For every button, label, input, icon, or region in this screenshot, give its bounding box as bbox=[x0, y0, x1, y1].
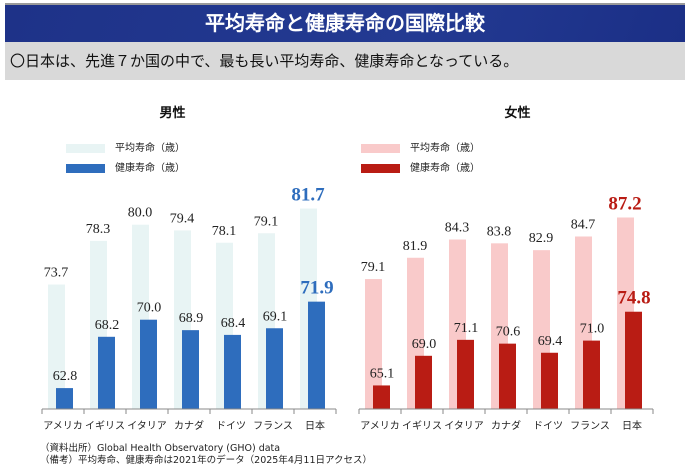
page-title: 平均寿命と健康寿命の国際比較 bbox=[5, 5, 685, 42]
bar-healthy bbox=[373, 385, 390, 409]
label-healthy: 69.0 bbox=[412, 337, 437, 352]
category-label: イタリア bbox=[127, 420, 167, 432]
label-healthy: 65.1 bbox=[370, 366, 395, 381]
legend-label-avg: 平均寿命（歳） bbox=[410, 143, 480, 154]
category-label: カナダ bbox=[491, 419, 521, 432]
label-avg: 80.0 bbox=[128, 206, 153, 221]
label-avg: 81.9 bbox=[403, 239, 428, 254]
bar-healthy bbox=[457, 339, 474, 409]
legend-swatch-avg bbox=[66, 144, 105, 153]
male-chart-title: 男性 bbox=[159, 106, 186, 121]
label-healthy: 69.4 bbox=[538, 334, 563, 349]
bar-healthy bbox=[499, 343, 516, 409]
bar-healthy bbox=[415, 355, 432, 409]
label-healthy: 70.0 bbox=[137, 301, 162, 316]
source-text: （資料出所）Global Health Observatory (GHO) da… bbox=[40, 443, 281, 454]
category-label: イギリス bbox=[85, 420, 125, 432]
top-border bbox=[5, 3, 685, 6]
label-healthy: 68.2 bbox=[95, 318, 120, 333]
male-bar-chart: 73.7 62.8 アメリカ 78.3 68.2 イギリス 80.0 70.0 イタリア 79.4… bbox=[41, 185, 337, 432]
label-healthy: 71.0 bbox=[580, 322, 605, 337]
label-healthy: 69.1 bbox=[263, 309, 288, 324]
category-label: アメリカ bbox=[360, 420, 400, 432]
label-avg: 87.2 bbox=[608, 193, 641, 214]
category-label: アメリカ bbox=[43, 420, 83, 432]
label-avg: 79.4 bbox=[170, 211, 195, 226]
bar-healthy bbox=[583, 340, 600, 409]
bar-healthy bbox=[266, 328, 283, 409]
label-healthy: 62.8 bbox=[53, 369, 78, 384]
bar-healthy bbox=[224, 334, 241, 409]
label-avg: 79.1 bbox=[254, 214, 279, 229]
label-healthy: 74.8 bbox=[617, 288, 650, 309]
bar-healthy bbox=[98, 336, 115, 409]
label-healthy: 68.4 bbox=[221, 316, 246, 331]
label-avg: 83.8 bbox=[487, 224, 512, 239]
female-bar-chart: 79.1 65.1 アメリカ 81.9 69.0 イギリス 84.3 71.1 イタリア 83.8… bbox=[358, 193, 654, 432]
label-avg: 73.7 bbox=[44, 266, 69, 281]
bar-avg bbox=[48, 284, 65, 409]
category-label: ドイツ bbox=[216, 421, 246, 432]
bar-healthy bbox=[182, 330, 199, 409]
category-label: 日本 bbox=[622, 419, 642, 432]
source-note: （資料出所）Global Health Observatory (GHO) da… bbox=[40, 443, 372, 467]
bar-healthy bbox=[541, 352, 558, 409]
category-label: カナダ bbox=[174, 419, 204, 432]
male-chart-panel: 男性 平均寿命（歳） 健康寿命（歳） 73.7 62.8 アメリカ 78.3 68.2 イ… bbox=[0, 90, 345, 435]
bar-healthy bbox=[56, 388, 73, 409]
summary-text: 〇日本は、先進７か国の中で、最も長い平均寿命、健康寿命となっている。 bbox=[5, 42, 685, 80]
label-avg: 84.3 bbox=[445, 221, 470, 236]
label-avg: 78.3 bbox=[86, 222, 111, 237]
label-avg: 84.7 bbox=[571, 217, 596, 232]
bar-healthy bbox=[308, 301, 325, 409]
legend-label-healthy: 健康寿命（歳） bbox=[410, 163, 480, 174]
label-healthy: 71.1 bbox=[454, 321, 479, 336]
bar-healthy bbox=[140, 319, 157, 409]
bar-healthy bbox=[625, 311, 642, 409]
label-healthy: 70.6 bbox=[496, 325, 521, 340]
note-text: （備考）平均寿命、健康寿命は2021年のデータ（2025年4月11日アクセス） bbox=[40, 455, 373, 466]
category-label: フランス bbox=[570, 420, 610, 432]
label-healthy: 68.9 bbox=[179, 311, 204, 326]
label-avg: 79.1 bbox=[361, 260, 386, 275]
legend-swatch-healthy bbox=[66, 164, 105, 173]
legend-swatch-healthy bbox=[361, 164, 400, 173]
category-label: イギリス bbox=[402, 420, 442, 432]
legend-label-avg: 平均寿命（歳） bbox=[115, 143, 185, 154]
category-label: ドイツ bbox=[533, 421, 563, 432]
label-healthy: 71.9 bbox=[300, 278, 333, 299]
bar-avg bbox=[365, 279, 382, 409]
label-avg: 78.1 bbox=[212, 224, 237, 239]
label-avg: 81.7 bbox=[291, 185, 325, 206]
category-label: 日本 bbox=[305, 419, 325, 432]
legend-label-healthy: 健康寿命（歳） bbox=[115, 163, 185, 174]
female-chart-title: 女性 bbox=[504, 106, 531, 121]
legend-swatch-avg bbox=[361, 144, 400, 153]
category-label: フランス bbox=[253, 420, 293, 432]
female-chart-panel: 女性 平均寿命（歳） 健康寿命（歳） 79.1 65.1 アメリカ 81.9 69.0 イ… bbox=[345, 90, 690, 435]
category-label: イタリア bbox=[444, 420, 484, 432]
label-avg: 82.9 bbox=[529, 231, 554, 246]
